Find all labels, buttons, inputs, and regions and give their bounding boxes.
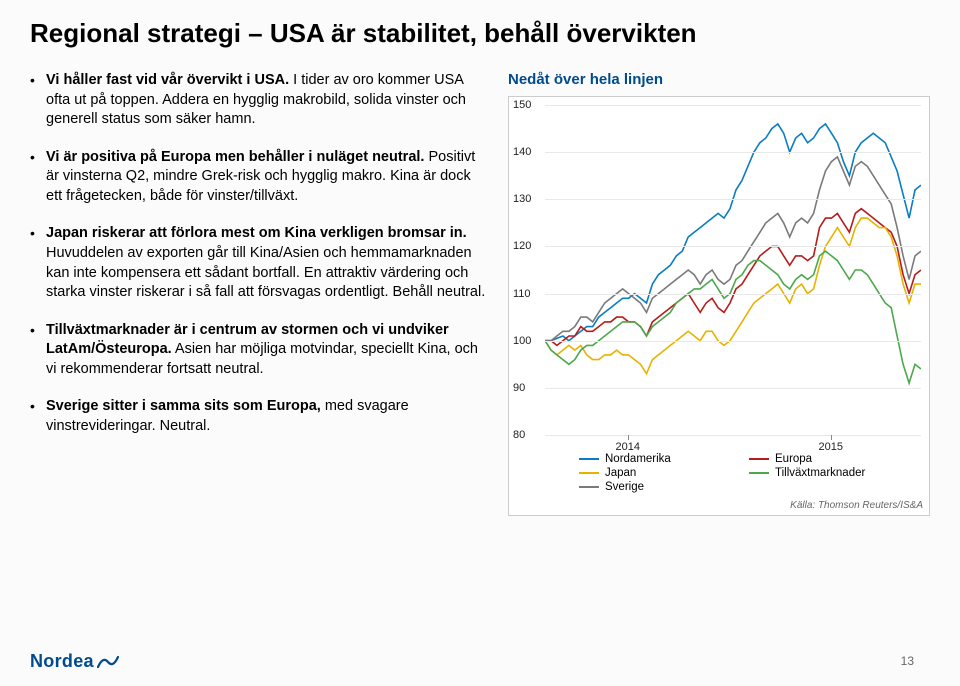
y-axis-label: 90 [513,382,525,394]
y-axis-label: 150 [513,99,531,111]
y-axis-label: 100 [513,335,531,347]
legend-item: Japan [579,467,739,479]
series-line [545,209,921,346]
bullet-item: •Tillväxtmarknader är i centrum av storm… [30,321,490,380]
legend-item: Sverige [579,481,739,493]
y-axis-label: 130 [513,193,531,205]
page-title: Regional strategi – USA är stabilitet, b… [30,18,930,49]
series-line [545,157,921,341]
y-axis-label: 110 [513,288,531,300]
bullet-list: •Vi håller fast vid vår övervikt i USA. … [30,71,490,516]
y-axis-label: 140 [513,146,531,158]
chart-source: Källa: Thomson Reuters/IS&A [790,500,923,511]
bullet-item: •Sverige sitter i samma sits som Europa,… [30,397,490,436]
x-axis-label: 2014 [615,441,639,515]
x-axis-label: 2015 [819,441,843,515]
legend-item: Nordamerika [579,453,739,465]
y-axis-label: 80 [513,429,525,441]
bullet-item: •Vi håller fast vid vår övervikt i USA. … [30,71,490,130]
bullet-item: •Vi är positiva på Europa men behåller i… [30,148,490,207]
chart-title: Nedåt över hela linjen [508,71,930,88]
bullet-item: •Japan riskerar att förlora mest om Kina… [30,224,490,302]
y-axis-label: 120 [513,240,531,252]
page-number: 13 [901,654,914,668]
nordea-logo: Nordea [30,651,119,672]
line-chart: NordamerikaEuropaJapanTillväxtmarknaderS… [508,96,930,516]
